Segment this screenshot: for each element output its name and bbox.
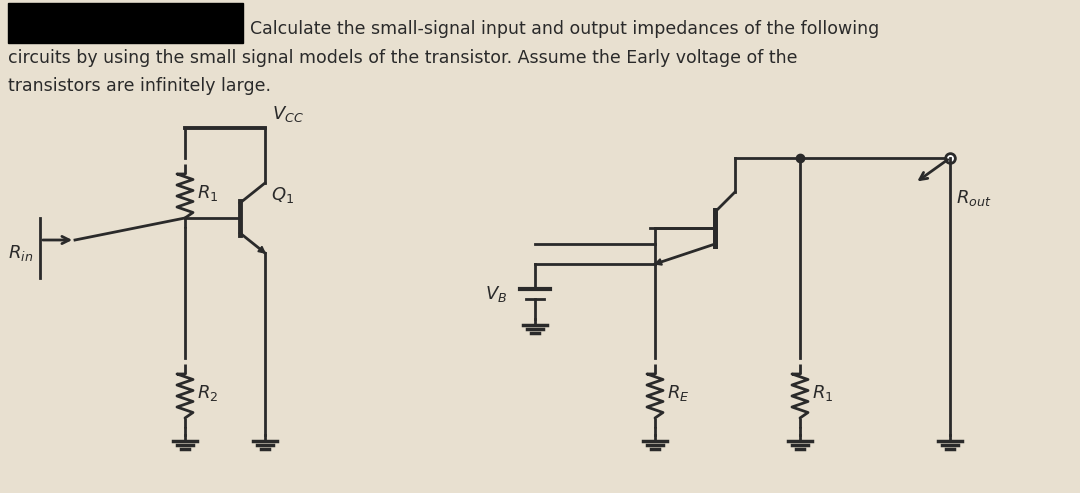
Polygon shape [654,259,662,265]
Text: $V_{CC}$: $V_{CC}$ [272,104,303,124]
Text: $V_B$: $V_B$ [485,284,507,304]
Polygon shape [258,246,265,253]
Bar [8,3,243,43]
Text: $R_1$: $R_1$ [812,383,834,403]
Text: $Q_1$: $Q_1$ [271,185,294,205]
Text: $R_{out}$: $R_{out}$ [956,188,991,208]
Text: $R_E$: $R_E$ [667,383,689,403]
Text: $R_1$: $R_1$ [197,183,218,203]
Text: Calculate the small-signal input and output impedances of the following: Calculate the small-signal input and out… [249,20,879,38]
Text: circuits by using the small signal models of the transistor. Assume the Early vo: circuits by using the small signal model… [8,49,797,67]
Text: transistors are infinitely large.: transistors are infinitely large. [8,77,271,95]
Text: $R_{in}$: $R_{in}$ [8,243,33,263]
Text: $R_2$: $R_2$ [197,383,218,403]
